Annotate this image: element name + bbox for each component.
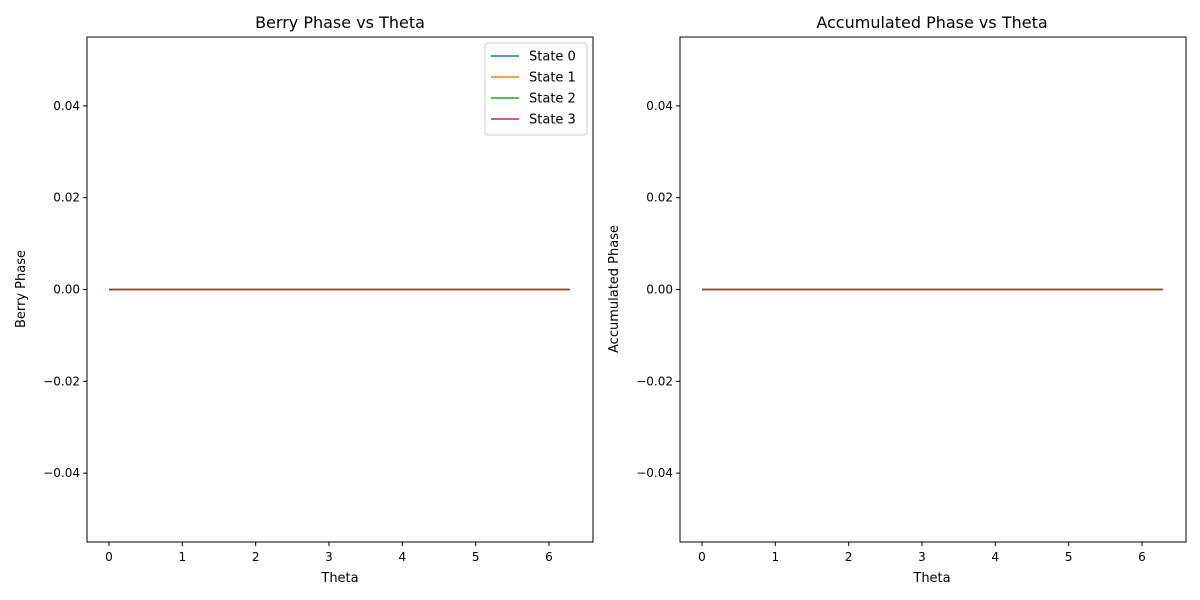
x-tick-label: 6: [1138, 550, 1146, 564]
y-tick-label: 0.00: [646, 283, 673, 297]
x-axis-label: Theta: [912, 571, 950, 586]
legend: State 0 State 1 State 2 State 3: [484, 42, 588, 136]
y-tick-label: −0.04: [636, 466, 673, 480]
x-tick-label: 3: [325, 550, 333, 564]
x-tick-label: 4: [399, 550, 407, 564]
x-tick-label: 5: [472, 550, 480, 564]
y-tick-label: −0.02: [636, 374, 673, 388]
legend-label: State 3: [529, 113, 576, 128]
x-tick-label: 0: [105, 550, 113, 564]
x-tick-label: 2: [845, 550, 853, 564]
x-tick-label: 5: [1065, 550, 1073, 564]
y-tick-label: 0.02: [646, 191, 673, 205]
y-tick-label: 0.00: [53, 283, 80, 297]
x-tick-label: 6: [545, 550, 553, 564]
legend-label: State 0: [529, 50, 576, 65]
y-tick-label: −0.04: [43, 466, 80, 480]
x-tick-label: 2: [252, 550, 260, 564]
x-tick-label: 1: [772, 550, 780, 564]
x-tick-label: 0: [698, 550, 706, 564]
x-tick-label: 1: [179, 550, 187, 564]
x-tick-label: 4: [992, 550, 1000, 564]
chart-title: Berry Phase vs Theta: [255, 13, 425, 32]
y-tick-label: 0.04: [53, 99, 80, 113]
y-tick-label: −0.02: [43, 374, 80, 388]
y-axis-label: Berry Phase: [14, 250, 29, 328]
x-tick-label: 3: [918, 550, 926, 564]
legend-label: State 1: [529, 71, 576, 86]
chart-title: Accumulated Phase vs Theta: [816, 13, 1047, 32]
y-axis-label: Accumulated Phase: [607, 225, 622, 353]
berry-phase-panel: Berry Phase vs Theta Theta Berry Phase 0…: [14, 13, 594, 586]
legend-box: [484, 42, 588, 136]
y-tick-label: 0.04: [646, 99, 673, 113]
accumulated-phase-panel: Accumulated Phase vs Theta Theta Accumul…: [607, 13, 1187, 586]
x-axis-label: Theta: [320, 571, 358, 586]
legend-label: State 2: [529, 92, 576, 107]
y-tick-label: 0.02: [53, 191, 80, 205]
